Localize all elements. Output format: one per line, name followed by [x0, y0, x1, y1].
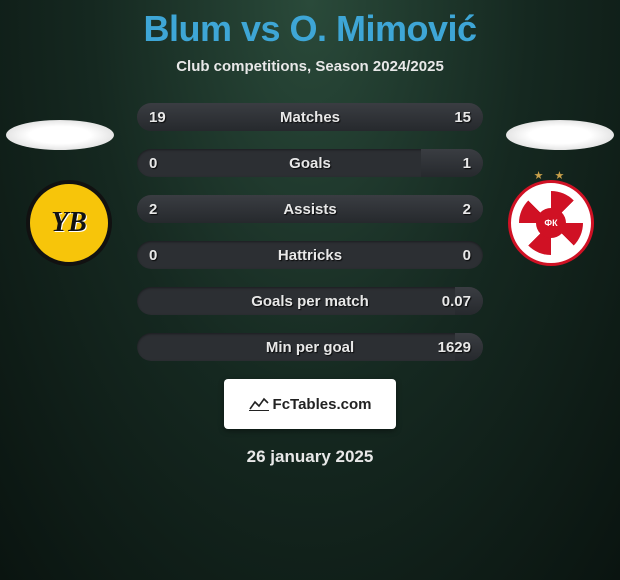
stat-row: 0Goals1: [137, 149, 483, 177]
stat-label: Assists: [137, 195, 483, 223]
stat-value-right: 1: [463, 149, 471, 177]
stat-value-right: 0: [463, 241, 471, 269]
stat-label: Goals per match: [137, 287, 483, 315]
stat-label: Hattricks: [137, 241, 483, 269]
stat-row: 0Hattricks0: [137, 241, 483, 269]
stat-row: Goals per match0.07: [137, 287, 483, 315]
club-badge-right-stars: ★ ★: [511, 169, 591, 182]
stat-value-right: 15: [454, 103, 471, 131]
stat-value-right: 1629: [438, 333, 471, 361]
brand-card[interactable]: FcTables.com: [224, 379, 396, 429]
club-badge-right-text: ФК: [536, 208, 566, 238]
stat-label: Matches: [137, 103, 483, 131]
comparison-title: Blum vs O. Mimović: [0, 0, 620, 50]
club-badge-right: ★ ★ ФК: [508, 180, 594, 266]
brand-text: FcTables.com: [273, 396, 372, 413]
comparison-date: 26 january 2025: [0, 447, 620, 467]
player-photo-right: [506, 120, 614, 150]
stat-label: Min per goal: [137, 333, 483, 361]
stat-row: 19Matches15: [137, 103, 483, 131]
comparison-subtitle: Club competitions, Season 2024/2025: [0, 58, 620, 75]
player-photo-left: [6, 120, 114, 150]
stat-row: 2Assists2: [137, 195, 483, 223]
stat-label: Goals: [137, 149, 483, 177]
club-badge-left-text: YB: [51, 207, 87, 239]
brand-logo-icon: [249, 397, 269, 411]
stat-value-right: 0.07: [442, 287, 471, 315]
stat-row: Min per goal1629: [137, 333, 483, 361]
stat-value-right: 2: [463, 195, 471, 223]
club-badge-left: YB: [26, 180, 112, 266]
